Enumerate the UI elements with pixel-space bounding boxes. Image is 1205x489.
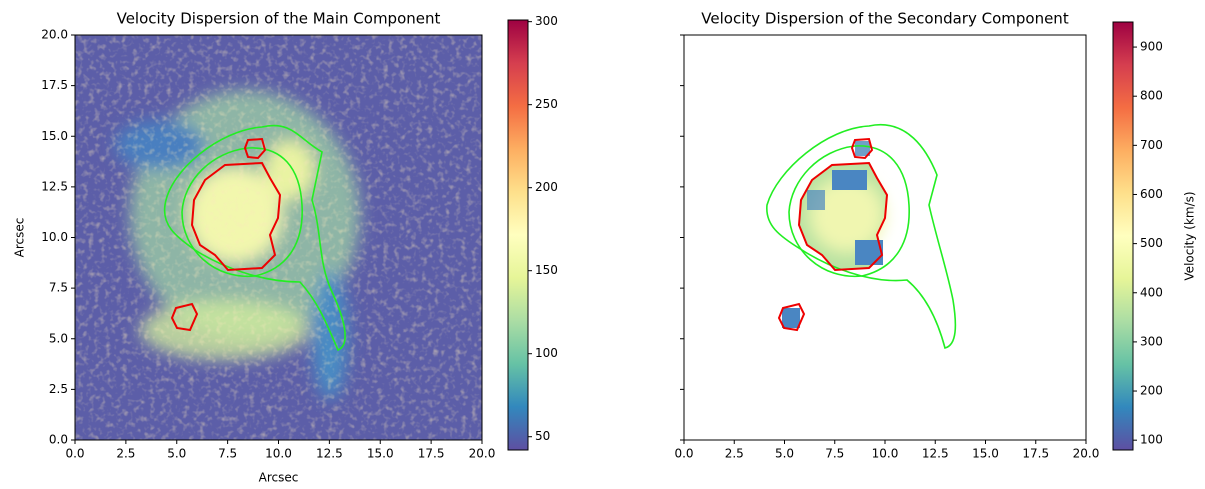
colorbar-tick-label: 500 <box>1140 236 1163 250</box>
x-tick-label: 5.0 <box>167 447 186 461</box>
y-axis-label: Arcsec <box>13 218 27 258</box>
colorbar <box>507 19 529 451</box>
x-tick-label: 10.0 <box>872 447 899 461</box>
colorbar-tick-label: 50 <box>535 429 550 443</box>
x-tick-label: 17.5 <box>1022 447 1049 461</box>
x-tick-label: 0.0 <box>674 447 693 461</box>
colorbar-tick-label: 900 <box>1140 40 1163 54</box>
secondary-map <box>782 141 887 328</box>
y-tick-label: 5.0 <box>49 331 68 345</box>
x-tick-label: 15.0 <box>972 447 999 461</box>
axes-frame <box>683 34 1087 441</box>
colorbar-tick-label: 200 <box>535 180 558 194</box>
main-map <box>75 35 482 440</box>
y-tick-label: 20.0 <box>41 28 68 42</box>
colorbar-tick-label: 150 <box>535 263 558 277</box>
colorbar-tick-label: 100 <box>1140 433 1163 447</box>
colorbar-tick-label: 100 <box>535 346 558 360</box>
colorbar-tick-label: 700 <box>1140 138 1163 152</box>
colorbar <box>1112 21 1134 451</box>
colorbar-label: Velocity (km/s) <box>1183 191 1197 280</box>
colorbar-tick-label: 200 <box>1140 384 1163 398</box>
chart-title: Velocity Dispersion of the Secondary Com… <box>701 10 1069 28</box>
x-tick-label: 15.0 <box>367 447 394 461</box>
y-tick-label: 2.5 <box>49 382 68 396</box>
x-tick-label: 2.5 <box>725 447 744 461</box>
x-tick-label: 0.0 <box>65 447 84 461</box>
chart-title: Velocity Dispersion of the Main Componen… <box>117 10 441 28</box>
x-axis-label: Arcsec <box>259 471 299 485</box>
x-tick-label: 10.0 <box>265 447 292 461</box>
x-tick-label: 17.5 <box>418 447 445 461</box>
secondary-contours <box>766 123 957 349</box>
x-tick-label: 2.5 <box>116 447 135 461</box>
y-tick-label: 0.0 <box>49 433 68 447</box>
colorbar-tick-label: 250 <box>535 97 558 111</box>
x-tick-label: 12.5 <box>922 447 949 461</box>
y-tick-label: 7.5 <box>49 281 68 295</box>
x-tick-label: 12.5 <box>316 447 343 461</box>
x-tick-label: 20.0 <box>469 447 496 461</box>
y-tick-label: 17.5 <box>41 78 68 92</box>
colorbar-tick-label: 300 <box>535 14 558 28</box>
x-tick-label: 7.5 <box>218 447 237 461</box>
y-tick-label: 12.5 <box>41 179 68 193</box>
y-tick-label: 10.0 <box>41 230 68 244</box>
colorbar-tick-label: 800 <box>1140 89 1163 103</box>
x-tick-label: 20.0 <box>1073 447 1100 461</box>
x-tick-label: 7.5 <box>825 447 844 461</box>
colorbar-tick-label: 300 <box>1140 334 1163 348</box>
y-tick-label: 15.0 <box>41 129 68 143</box>
main-contours <box>163 124 346 352</box>
x-tick-label: 5.0 <box>775 447 794 461</box>
colorbar-tick-label: 600 <box>1140 187 1163 201</box>
colorbar-tick-label: 400 <box>1140 285 1163 299</box>
